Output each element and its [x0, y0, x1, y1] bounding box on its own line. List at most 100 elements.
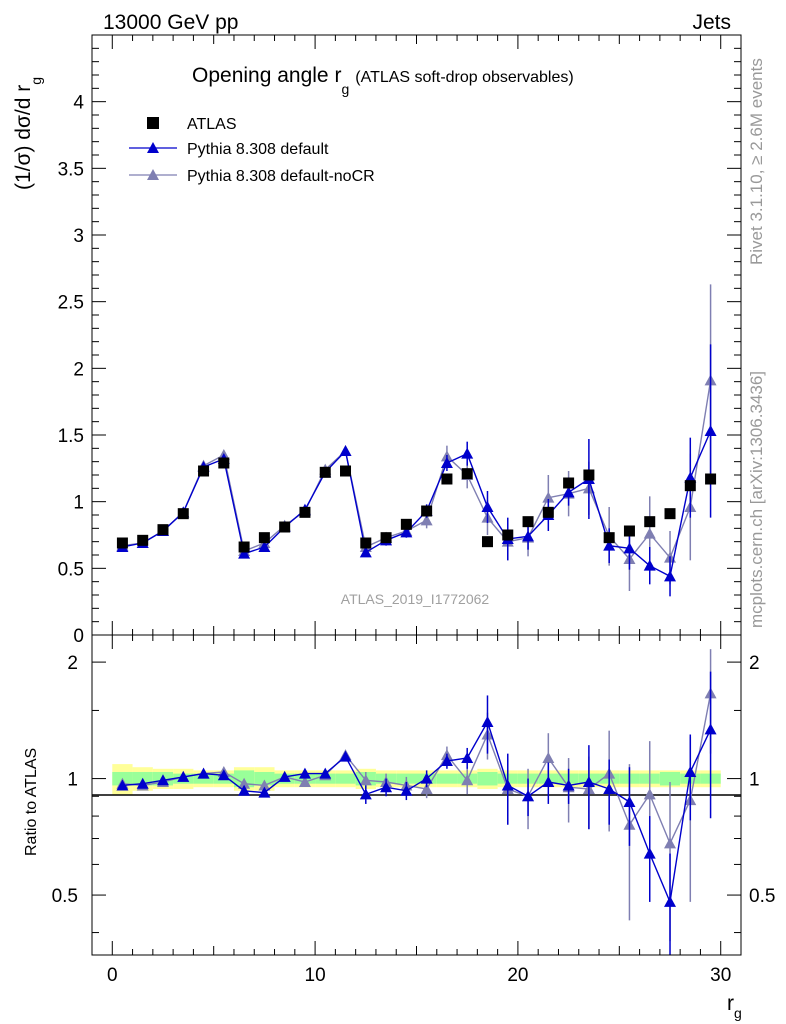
ratio-band-inner — [193, 773, 214, 784]
ratio-default-marker — [156, 774, 169, 786]
legend-atlas-marker — [147, 117, 159, 129]
atlas-data-point — [481, 536, 493, 548]
main-y-tick-label: 1 — [73, 493, 84, 514]
atlas-data-point — [421, 505, 433, 517]
atlas-data-point — [684, 480, 696, 492]
legend-default-marker — [147, 142, 159, 153]
main-y-tick-label: 3 — [73, 226, 84, 247]
chart-title: Opening angle rg (ATLAS soft-drop observa… — [192, 64, 574, 97]
ratio-nocr-marker — [359, 774, 372, 786]
ratio-band-inner — [659, 771, 681, 786]
atlas-data-point — [644, 516, 656, 528]
ratio-band-inner — [254, 771, 275, 786]
chart-title-note: (ATLAS soft-drop observables) — [355, 69, 573, 86]
x-tick-label: 0 — [107, 965, 118, 986]
atlas-data-point — [319, 466, 331, 478]
main-y-tick-label: 2 — [73, 359, 84, 380]
ratio-default-marker — [440, 755, 453, 767]
atlas-data-point — [116, 537, 128, 549]
x-axis-label-main: r — [727, 992, 734, 1015]
x-tick-label: 30 — [710, 965, 731, 986]
main-nocr-marker — [643, 527, 656, 539]
ratio-band-inner — [335, 773, 356, 784]
x-axis-label-sub: g — [734, 1005, 742, 1021]
ratio-y-tick-label: 0.5 — [52, 886, 78, 907]
main-y-tick-label: 1.5 — [58, 426, 84, 447]
ratio-default-line — [122, 720, 712, 905]
main-default-marker — [562, 486, 575, 498]
main-default-marker — [664, 570, 677, 582]
ratio-nocr-marker — [258, 779, 271, 791]
main-default-marker — [461, 447, 474, 459]
ratio-frame — [91, 634, 742, 956]
ratio-plot-area — [116, 649, 717, 955]
atlas-data-point — [563, 477, 575, 489]
main-default-marker — [238, 547, 251, 559]
main-plot-area — [116, 284, 717, 597]
ratio-x-ticks: 0 10 20 30 — [107, 635, 731, 986]
ratio-nocr-marker — [643, 788, 656, 800]
atlas-data-point — [441, 473, 453, 485]
ratio-default-marker — [684, 765, 697, 777]
main-default-marker — [684, 471, 697, 483]
main-atlas-series — [116, 457, 717, 553]
ratio-panel: 0.5 0.5 1 1 2 2 0 10 20 30 Ratio to ATLAS rg — [23, 634, 775, 1021]
ratio-nocr-line — [122, 693, 712, 846]
main-default-marker — [440, 457, 453, 468]
legend-default-label: Pythia 8.308 default — [187, 141, 329, 158]
x-tick-label: 10 — [305, 965, 326, 986]
legend: ATLAS Pythia 8.308 default Pythia 8.308 … — [129, 116, 375, 185]
ratio-band-inner — [436, 773, 458, 784]
ratio-default-marker — [562, 779, 575, 791]
ratio-default-series — [116, 671, 717, 955]
ratio-y-tick-label: 1 — [67, 770, 78, 791]
atlas-data-point — [542, 506, 554, 518]
main-default-marker — [603, 539, 616, 551]
atlas-data-point — [522, 516, 534, 528]
main-default-marker — [400, 526, 413, 538]
analysis-watermark: ATLAS_2019_I1772062 — [341, 591, 490, 607]
main-default-marker — [704, 425, 717, 436]
ratio-nocr-marker — [542, 752, 555, 764]
atlas-data-point — [583, 469, 595, 481]
main-y-tick-label: 0 — [73, 626, 84, 647]
ratio-default-marker — [522, 790, 535, 802]
ratio-y-tick-label-right: 0.5 — [749, 886, 775, 907]
chart-title-sub: g — [341, 81, 349, 97]
chart-title-main: Opening angle r — [192, 64, 341, 87]
ratio-default-marker — [704, 723, 717, 735]
process-label: Jets — [692, 11, 731, 34]
atlas-data-point — [461, 468, 473, 480]
atlas-data-point — [198, 465, 210, 477]
ratio-y-ticks: 0.5 0.5 1 1 2 2 — [52, 653, 775, 934]
ratio-default-marker — [258, 786, 271, 798]
atlas-data-point — [218, 457, 230, 469]
main-panel: 00.511.522.533.54 Opening angle rg(ATLAS… — [12, 34, 742, 647]
main-y-tick-label: 3.5 — [58, 159, 84, 180]
main-default-marker — [258, 541, 271, 552]
ratio-default-marker — [238, 784, 251, 796]
ratio-y-tick-label-right: 2 — [749, 653, 760, 674]
ratio-default-marker — [359, 788, 372, 800]
atlas-data-point — [177, 508, 189, 520]
atlas-data-point — [279, 521, 291, 533]
ratio-y-tick-label-right: 1 — [749, 770, 760, 791]
ratio-default-marker — [481, 716, 494, 728]
mcplots-label: mcplots.cern.ch [arXiv:1306.3436] — [747, 371, 766, 628]
ratio-nocr-marker — [238, 777, 251, 789]
ratio-default-marker — [420, 772, 433, 784]
ratio-default-marker — [664, 895, 677, 907]
x-tick-label: 20 — [507, 965, 528, 986]
atlas-data-point — [400, 518, 412, 530]
main-nocr-line — [122, 380, 712, 561]
ratio-default-marker — [542, 775, 555, 787]
ratio-default-marker — [319, 767, 332, 779]
atlas-data-point — [137, 534, 149, 546]
legend-nocr-label: Pythia 8.308 default-noCR — [187, 168, 375, 185]
ratio-default-marker — [643, 847, 656, 859]
main-default-marker — [359, 546, 372, 558]
main-nocr-marker — [542, 491, 555, 503]
ratio-default-marker — [623, 795, 636, 807]
main-y-ticks: 0 0.5 1 1.5 2 2.5 3 3.5 4 — [58, 47, 741, 647]
main-default-marker — [522, 530, 535, 542]
